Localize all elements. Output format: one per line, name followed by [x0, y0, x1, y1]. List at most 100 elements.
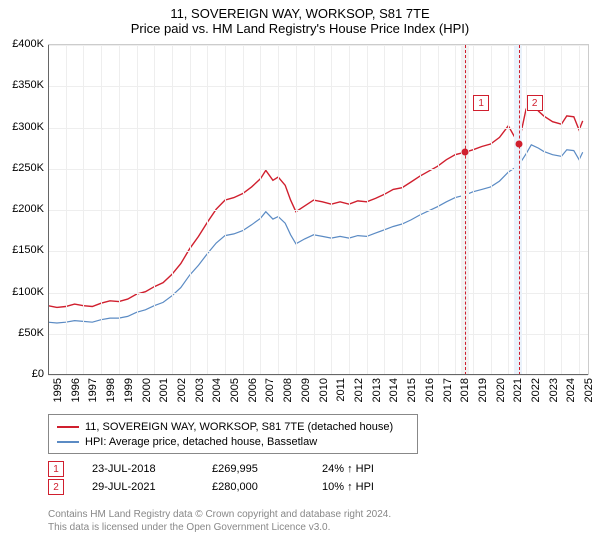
gridline — [119, 45, 120, 375]
y-tick-label: £0 — [32, 368, 44, 380]
gridline — [66, 45, 67, 375]
x-tick-label: 2013 — [371, 378, 383, 402]
y-tick-label: £400K — [12, 38, 44, 50]
sale-vline — [465, 45, 466, 375]
x-tick-label: 1999 — [123, 378, 135, 402]
gridline — [48, 293, 588, 294]
sale-price: £280,000 — [212, 481, 322, 493]
page-title: 11, SOVEREIGN WAY, WORKSOP, S81 7TE — [0, 0, 600, 21]
y-tick-label: £150K — [12, 244, 44, 256]
y-tick-label: £350K — [12, 79, 44, 91]
x-tick-label: 2003 — [194, 378, 206, 402]
footer-line-2: This data is licensed under the Open Gov… — [48, 521, 391, 534]
gridline — [314, 45, 315, 375]
gridline — [455, 45, 456, 375]
x-tick-label: 1997 — [87, 378, 99, 402]
x-tick-label: 1998 — [105, 378, 117, 402]
gridline — [48, 334, 588, 335]
gridline — [508, 45, 509, 375]
gridline — [48, 45, 588, 46]
sale-row-marker: 1 — [48, 461, 64, 477]
gridline — [367, 45, 368, 375]
x-tick-label: 2004 — [211, 378, 223, 402]
callout-label: 1 — [473, 95, 489, 111]
x-tick-label: 2007 — [264, 378, 276, 402]
y-tick-label: £250K — [12, 162, 44, 174]
sale-row: 229-JUL-2021£280,00010% ↑ HPI — [48, 478, 422, 496]
x-tick-label: 2008 — [282, 378, 294, 402]
x-tick-label: 2000 — [141, 378, 153, 402]
x-tick-label: 2020 — [495, 378, 507, 402]
gridline — [172, 45, 173, 375]
sale-diff: 10% ↑ HPI — [322, 481, 422, 493]
x-tick-label: 2025 — [583, 378, 595, 402]
x-tick-label: 2017 — [442, 378, 454, 402]
x-tick-label: 1995 — [52, 378, 64, 402]
gridline — [48, 169, 588, 170]
y-tick-label: £200K — [12, 203, 44, 215]
y-tick-label: £300K — [12, 121, 44, 133]
footer-attribution: Contains HM Land Registry data © Crown c… — [48, 508, 391, 534]
gridline — [48, 210, 588, 211]
x-tick-label: 2019 — [477, 378, 489, 402]
x-tick-label: 2024 — [565, 378, 577, 402]
y-tick-label: £50K — [18, 327, 44, 339]
gridline — [402, 45, 403, 375]
gridline — [349, 45, 350, 375]
legend: 11, SOVEREIGN WAY, WORKSOP, S81 7TE (det… — [48, 414, 418, 454]
gridline — [420, 45, 421, 375]
gridline — [137, 45, 138, 375]
x-tick-label: 2010 — [318, 378, 330, 402]
gridline — [278, 45, 279, 375]
x-tick-label: 2018 — [459, 378, 471, 402]
gridline — [48, 128, 588, 129]
gridline — [207, 45, 208, 375]
sale-marker-dot — [515, 141, 522, 148]
x-tick-label: 1996 — [70, 378, 82, 402]
x-tick-label: 2002 — [176, 378, 188, 402]
x-tick-label: 2022 — [530, 378, 542, 402]
x-tick-label: 2009 — [300, 378, 312, 402]
x-tick-label: 2006 — [247, 378, 259, 402]
gridline — [48, 86, 588, 87]
legend-label: 11, SOVEREIGN WAY, WORKSOP, S81 7TE (det… — [85, 421, 393, 433]
gridline — [48, 375, 588, 376]
y-axis-line — [48, 45, 49, 375]
sale-row-marker: 2 — [48, 479, 64, 495]
x-tick-label: 2021 — [512, 378, 524, 402]
callout-label: 2 — [527, 95, 543, 111]
legend-item: HPI: Average price, detached house, Bass… — [57, 434, 409, 449]
x-axis-line — [48, 374, 588, 375]
sale-date: 23-JUL-2018 — [92, 463, 212, 475]
gridline — [83, 45, 84, 375]
sales-table: 1 23-JUL-2018£269,99524% ↑ HPI 229-JUL-202… — [48, 460, 422, 496]
gridline — [438, 45, 439, 375]
y-tick-label: £100K — [12, 286, 44, 298]
sale-diff: 24% ↑ HPI — [322, 463, 422, 475]
sale-row: 1 23-JUL-2018£269,99524% ↑ HPI — [48, 460, 422, 478]
series-line — [48, 99, 583, 308]
series-line — [48, 145, 583, 323]
gridline — [225, 45, 226, 375]
page-subtitle: Price paid vs. HM Land Registry's House … — [0, 21, 600, 40]
gridline — [243, 45, 244, 375]
sale-price: £269,995 — [212, 463, 322, 475]
gridline — [491, 45, 492, 375]
gridline — [331, 45, 332, 375]
x-tick-label: 2016 — [424, 378, 436, 402]
x-tick-label: 2015 — [406, 378, 418, 402]
x-axis: 1995 1996 1997 1998 1999 2000 2001 2002 2003 2004… — [48, 378, 588, 414]
gridline — [579, 45, 580, 375]
gridline — [544, 45, 545, 375]
gridline — [384, 45, 385, 375]
x-tick-label: 2023 — [548, 378, 560, 402]
gridline — [48, 251, 588, 252]
legend-swatch — [57, 441, 79, 443]
sale-vline — [519, 45, 520, 375]
x-tick-label: 2014 — [388, 378, 400, 402]
x-tick-label: 2012 — [353, 378, 365, 402]
x-tick-label: 2011 — [335, 378, 347, 402]
x-tick-label: 2001 — [158, 378, 170, 402]
sale-marker-dot — [462, 149, 469, 156]
gridline — [561, 45, 562, 375]
